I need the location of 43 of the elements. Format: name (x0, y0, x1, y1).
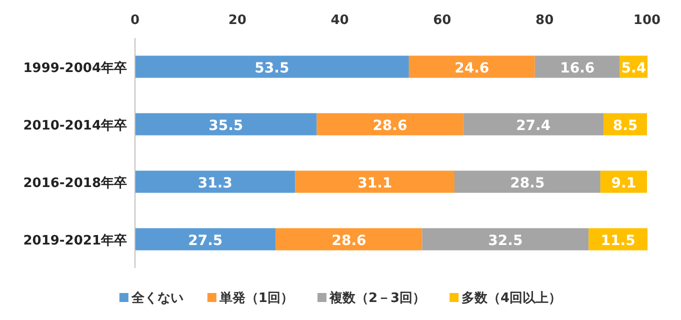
legend-label: 単発（1回） (218, 291, 294, 306)
x-tick-label: 0 (130, 13, 140, 28)
data-label: 28.6 (332, 232, 366, 249)
bar (276, 228, 422, 250)
data-label: 16.6 (560, 60, 595, 76)
bar (600, 170, 647, 193)
data-label: 5.4 (621, 60, 646, 76)
x-tick-label: 100 (633, 13, 661, 28)
data-label: 11.5 (600, 232, 636, 249)
legend-label: 全くない (130, 291, 184, 306)
data-label: 31.1 (358, 175, 392, 192)
y-tick-label: 2016-2018年卒 (23, 174, 127, 191)
data-label: 35.5 (208, 118, 244, 134)
data-label: 53.5 (254, 60, 290, 76)
bar (422, 228, 589, 250)
bar (408, 56, 535, 78)
data-label: 28.5 (510, 175, 545, 192)
data-label: 28.6 (372, 118, 408, 134)
bar (135, 113, 317, 136)
y-tick-label: 2019-2021年卒 (23, 232, 127, 248)
legend-label: 多数（4回以上） (462, 291, 562, 306)
x-tick-label: 20 (228, 13, 246, 28)
data-label: 31.3 (198, 175, 232, 192)
data-label: 32.5 (488, 232, 523, 249)
data-label: 27.5 (188, 232, 223, 249)
bar (135, 170, 296, 193)
x-tick-label: 40 (330, 13, 349, 28)
bar (454, 170, 600, 193)
legend-label: 複数（2－3回） (328, 290, 426, 306)
y-tick-label: 1999-2004年卒 (23, 60, 127, 76)
data-label: 27.4 (516, 118, 551, 134)
bar (534, 56, 620, 78)
data-label: 24.6 (454, 60, 490, 76)
bar (295, 170, 454, 193)
x-tick-label: 60 (433, 13, 452, 28)
bar (316, 113, 464, 136)
x-tick-label: 80 (536, 13, 554, 28)
data-label: 8.5 (612, 118, 638, 134)
bar (135, 228, 276, 250)
bar (135, 56, 409, 78)
y-tick-label: 2010-2014年卒 (23, 117, 127, 134)
bar (463, 113, 604, 136)
data-label: 9.1 (611, 175, 636, 192)
